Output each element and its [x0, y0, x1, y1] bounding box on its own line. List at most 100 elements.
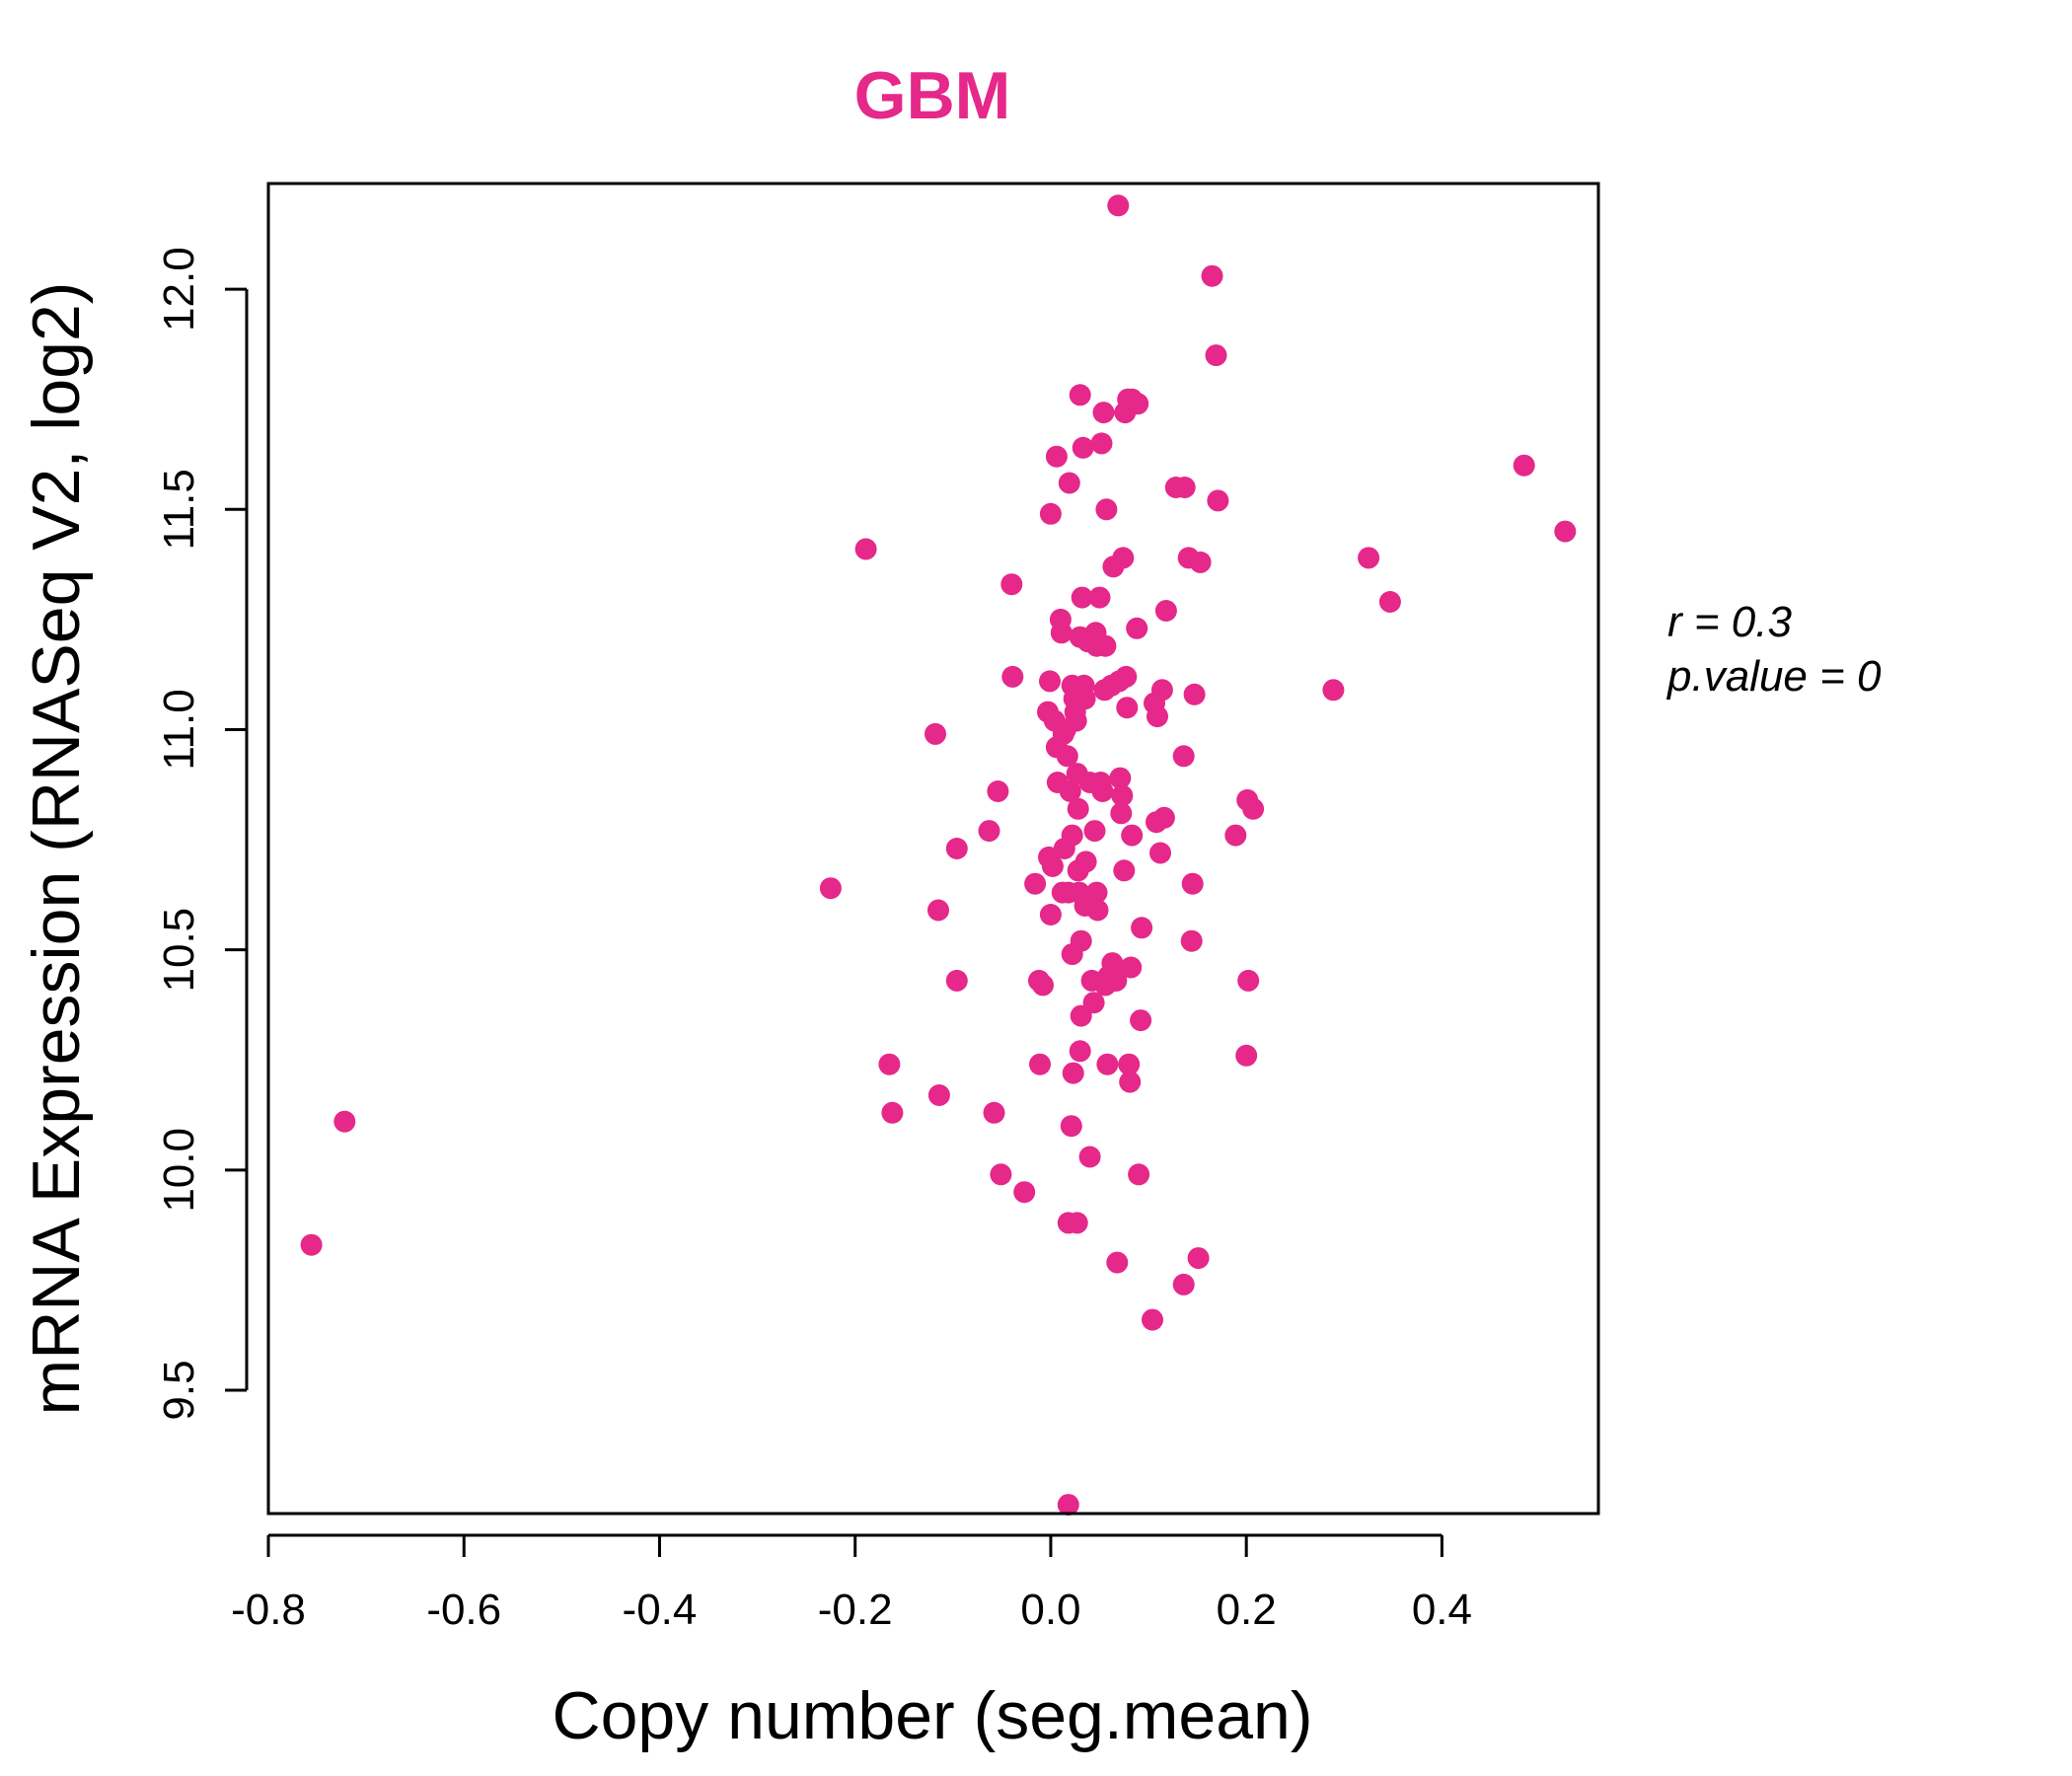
- data-point: [1513, 454, 1535, 477]
- data-point: [333, 1110, 356, 1133]
- y-tick-label: 10.5: [155, 908, 203, 993]
- data-point: [1069, 1040, 1091, 1063]
- data-point: [990, 1163, 1012, 1186]
- x-axis-label: Copy number (seg.mean): [552, 1678, 1312, 1753]
- data-point: [1149, 842, 1171, 864]
- data-point: [1074, 851, 1097, 873]
- data-point: [1127, 393, 1149, 415]
- data-point: [1013, 1181, 1036, 1204]
- data-point: [1152, 806, 1175, 829]
- x-tick-label: 0.4: [1412, 1586, 1472, 1634]
- data-point: [1147, 705, 1168, 728]
- data-point: [1119, 1071, 1142, 1093]
- data-point: [1072, 436, 1094, 459]
- y-tick-label: 12.0: [155, 247, 203, 332]
- data-point: [300, 1233, 323, 1256]
- plot-frame: [266, 182, 1600, 1516]
- data-point: [1094, 634, 1117, 657]
- correlation-annotation: r = 0.3: [1667, 598, 1792, 646]
- data-point: [1181, 872, 1204, 895]
- data-point: [1057, 1494, 1079, 1517]
- data-point: [1056, 745, 1078, 768]
- data-point: [1242, 797, 1265, 820]
- data-point: [1039, 670, 1061, 693]
- data-point: [1207, 489, 1229, 512]
- x-tick-label: -0.6: [426, 1586, 501, 1634]
- data-point: [1083, 820, 1106, 843]
- data-point: [1554, 520, 1577, 543]
- data-point: [1041, 854, 1064, 877]
- y-tick-label: 11.0: [155, 689, 203, 770]
- data-point: [1121, 824, 1144, 847]
- y-tick-label: 10.0: [155, 1128, 203, 1213]
- data-point: [1130, 1009, 1152, 1032]
- data-point: [1095, 498, 1118, 521]
- data-point: [945, 969, 968, 992]
- data-point: [1205, 344, 1227, 367]
- data-point: [1378, 591, 1401, 613]
- data-point: [927, 899, 949, 922]
- data-point: [819, 877, 842, 900]
- data-point: [1060, 1115, 1082, 1138]
- data-point: [1000, 573, 1023, 596]
- data-point: [1032, 974, 1054, 997]
- x-tick-label: -0.2: [818, 1586, 893, 1634]
- data-point: [1180, 929, 1203, 952]
- data-point: [1062, 1062, 1084, 1084]
- data-point: [1086, 899, 1109, 922]
- data-point: [1024, 872, 1047, 895]
- data-point: [1150, 679, 1173, 702]
- data-point: [1113, 859, 1136, 882]
- data-point: [1029, 1053, 1051, 1075]
- data-point: [1201, 264, 1223, 287]
- data-point: [1082, 992, 1105, 1014]
- data-point: [1067, 797, 1089, 820]
- pvalue-annotation: p.value = 0: [1665, 652, 1882, 701]
- data-point: [1107, 194, 1130, 217]
- data-point: [1172, 745, 1195, 768]
- data-point: [1224, 824, 1247, 847]
- data-point: [1065, 709, 1087, 732]
- data-point: [1092, 402, 1115, 424]
- data-point: [1237, 969, 1260, 992]
- data-point: [1078, 1146, 1101, 1168]
- data-point: [987, 780, 1009, 802]
- data-point: [1142, 1308, 1163, 1331]
- data-point: [1128, 1163, 1150, 1186]
- data-point: [925, 722, 946, 745]
- x-tick-label: -0.4: [623, 1586, 698, 1634]
- data-point: [1101, 952, 1124, 975]
- data-point: [1358, 547, 1380, 569]
- data-point: [983, 1101, 1005, 1124]
- data-point: [945, 838, 968, 859]
- data-point: [1001, 665, 1024, 688]
- data-point: [1112, 547, 1135, 569]
- data-point: [1066, 1212, 1088, 1234]
- data-point: [1070, 929, 1092, 952]
- points-layer: [300, 194, 1577, 1517]
- data-point: [1154, 600, 1177, 622]
- data-point: [978, 820, 1000, 843]
- x-tick-label: -0.8: [231, 1586, 306, 1634]
- chart-title: GBM: [854, 58, 1011, 133]
- data-point: [1110, 802, 1133, 825]
- data-point: [1105, 969, 1128, 992]
- data-point: [1085, 881, 1108, 904]
- x-axis: -0.8 -0.6 -0.4 -0.2 0.0 0.2 0.4: [231, 1533, 1472, 1634]
- data-point: [1050, 622, 1073, 644]
- y-tick-label: 11.5: [155, 469, 203, 550]
- x-tick-label: 0.0: [1020, 1586, 1080, 1634]
- data-point: [1183, 683, 1206, 705]
- data-point: [1187, 1247, 1210, 1270]
- data-point: [1115, 665, 1138, 688]
- data-point: [1116, 697, 1139, 719]
- data-point: [1322, 679, 1345, 702]
- data-point: [1059, 780, 1081, 802]
- data-point: [1126, 617, 1148, 639]
- data-point: [1189, 551, 1212, 573]
- data-point: [1131, 917, 1153, 939]
- data-point: [878, 1053, 901, 1075]
- data-point: [1045, 445, 1068, 468]
- data-point: [1109, 767, 1132, 789]
